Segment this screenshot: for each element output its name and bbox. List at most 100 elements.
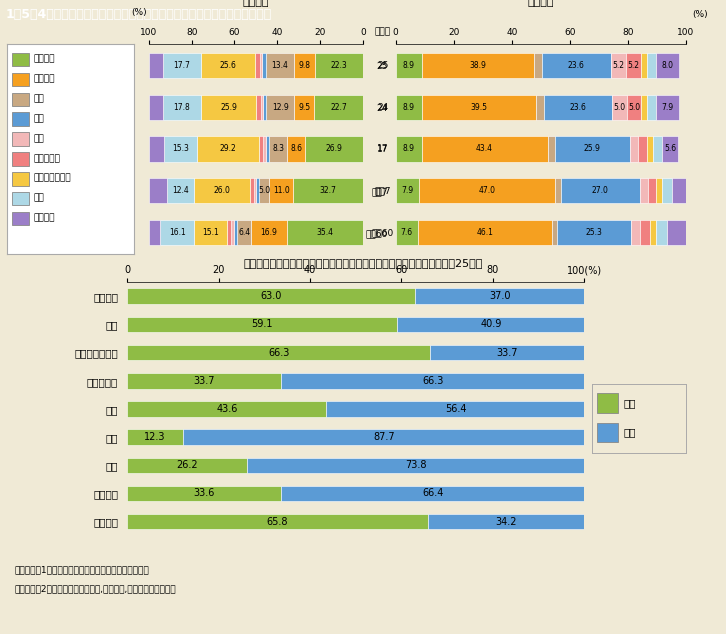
Text: 37.0: 37.0 — [489, 291, 510, 301]
Text: 5.0: 5.0 — [613, 103, 626, 112]
Bar — [12, 152, 29, 165]
Text: 25.9: 25.9 — [584, 145, 601, 153]
Bar — [537, 94, 544, 120]
Text: 43.4: 43.4 — [476, 145, 493, 153]
Text: 7.6: 7.6 — [401, 228, 413, 237]
Bar — [419, 178, 555, 204]
Bar — [256, 94, 261, 120]
Bar — [266, 94, 294, 120]
Bar — [12, 133, 29, 146]
Text: 5.2: 5.2 — [627, 61, 639, 70]
Bar — [293, 178, 363, 204]
Bar — [261, 94, 264, 120]
Bar — [294, 94, 314, 120]
Bar — [555, 136, 630, 162]
Text: （年）: （年） — [375, 27, 391, 36]
Text: 16.1: 16.1 — [169, 228, 186, 237]
Bar — [256, 178, 258, 204]
Bar — [195, 220, 227, 245]
Text: 35.4: 35.4 — [317, 228, 333, 237]
Text: 8.9: 8.9 — [403, 61, 415, 70]
Text: 5.0: 5.0 — [628, 103, 640, 112]
Bar — [163, 94, 201, 120]
Bar — [396, 94, 422, 120]
Bar — [314, 94, 363, 120]
Bar — [269, 178, 293, 204]
Bar — [12, 172, 29, 186]
Text: 23.6: 23.6 — [568, 61, 584, 70]
Bar — [12, 112, 29, 126]
Bar — [612, 94, 627, 120]
Text: 26.9: 26.9 — [326, 145, 343, 153]
Bar — [597, 423, 618, 442]
Bar — [281, 373, 584, 389]
Bar — [641, 53, 647, 78]
Text: 33.6: 33.6 — [193, 488, 215, 498]
Text: 8.9: 8.9 — [403, 145, 415, 153]
Text: 農学: 農学 — [34, 134, 45, 143]
Bar — [640, 220, 650, 245]
Text: 薬学・看護学等: 薬学・看護学等 — [34, 174, 72, 183]
Bar — [266, 53, 294, 78]
Bar — [12, 192, 29, 205]
Bar — [656, 53, 679, 78]
Bar — [656, 94, 679, 120]
Text: 15.3: 15.3 — [172, 145, 189, 153]
Bar — [630, 136, 638, 162]
Text: （備考）　1．文部科学省「学校基本調査」より作成。: （備考） 1．文部科学省「学校基本調査」より作成。 — [15, 566, 150, 574]
Bar — [667, 220, 686, 245]
Bar — [254, 178, 256, 204]
Bar — [294, 53, 315, 78]
Text: 29.2: 29.2 — [219, 145, 236, 153]
Bar — [415, 288, 584, 304]
Text: 59.1: 59.1 — [251, 320, 273, 330]
Bar — [306, 136, 363, 162]
Bar — [648, 136, 653, 162]
Text: 16.9: 16.9 — [261, 228, 277, 237]
Text: 13.4: 13.4 — [272, 61, 288, 70]
Bar — [269, 136, 287, 162]
Bar — [396, 178, 419, 204]
Bar — [160, 220, 195, 245]
Bar — [315, 53, 363, 78]
Bar — [194, 178, 250, 204]
Bar — [260, 53, 262, 78]
Text: 46.1: 46.1 — [476, 228, 493, 237]
Bar — [234, 220, 237, 245]
Text: 66.3: 66.3 — [268, 347, 290, 358]
Bar — [656, 178, 662, 204]
Text: (%): (%) — [131, 8, 147, 17]
Bar — [396, 53, 422, 78]
Bar — [647, 94, 656, 120]
Bar — [127, 373, 281, 389]
Bar — [127, 288, 415, 304]
Text: 9.8: 9.8 — [298, 61, 311, 70]
Text: 23.6: 23.6 — [570, 103, 587, 112]
Text: 26.2: 26.2 — [176, 460, 197, 470]
Bar — [542, 53, 611, 78]
Bar — [264, 136, 266, 162]
Text: 2．その他等は「家政」,「芸術」,「その他」の合計。: 2．その他等は「家政」,「芸術」,「その他」の合計。 — [15, 585, 176, 593]
Bar — [250, 178, 254, 204]
Bar — [287, 136, 306, 162]
Bar — [422, 136, 547, 162]
Bar — [648, 178, 656, 204]
Bar — [163, 53, 200, 78]
Text: 25.3: 25.3 — [586, 228, 603, 237]
Text: 38.9: 38.9 — [470, 61, 486, 70]
Text: 7.9: 7.9 — [401, 186, 413, 195]
Bar — [262, 53, 266, 78]
Text: その他等: その他等 — [34, 214, 55, 223]
Bar — [397, 316, 584, 332]
Bar — [547, 136, 555, 162]
Text: 56.4: 56.4 — [445, 404, 466, 414]
Bar — [662, 136, 678, 162]
Bar — [631, 220, 640, 245]
Text: 39.5: 39.5 — [470, 103, 487, 112]
Text: 5.0: 5.0 — [258, 186, 270, 195]
Bar — [266, 136, 269, 162]
Text: 73.8: 73.8 — [405, 460, 426, 470]
Bar — [12, 93, 29, 106]
Text: 66.4: 66.4 — [422, 488, 444, 498]
Bar — [672, 178, 686, 204]
